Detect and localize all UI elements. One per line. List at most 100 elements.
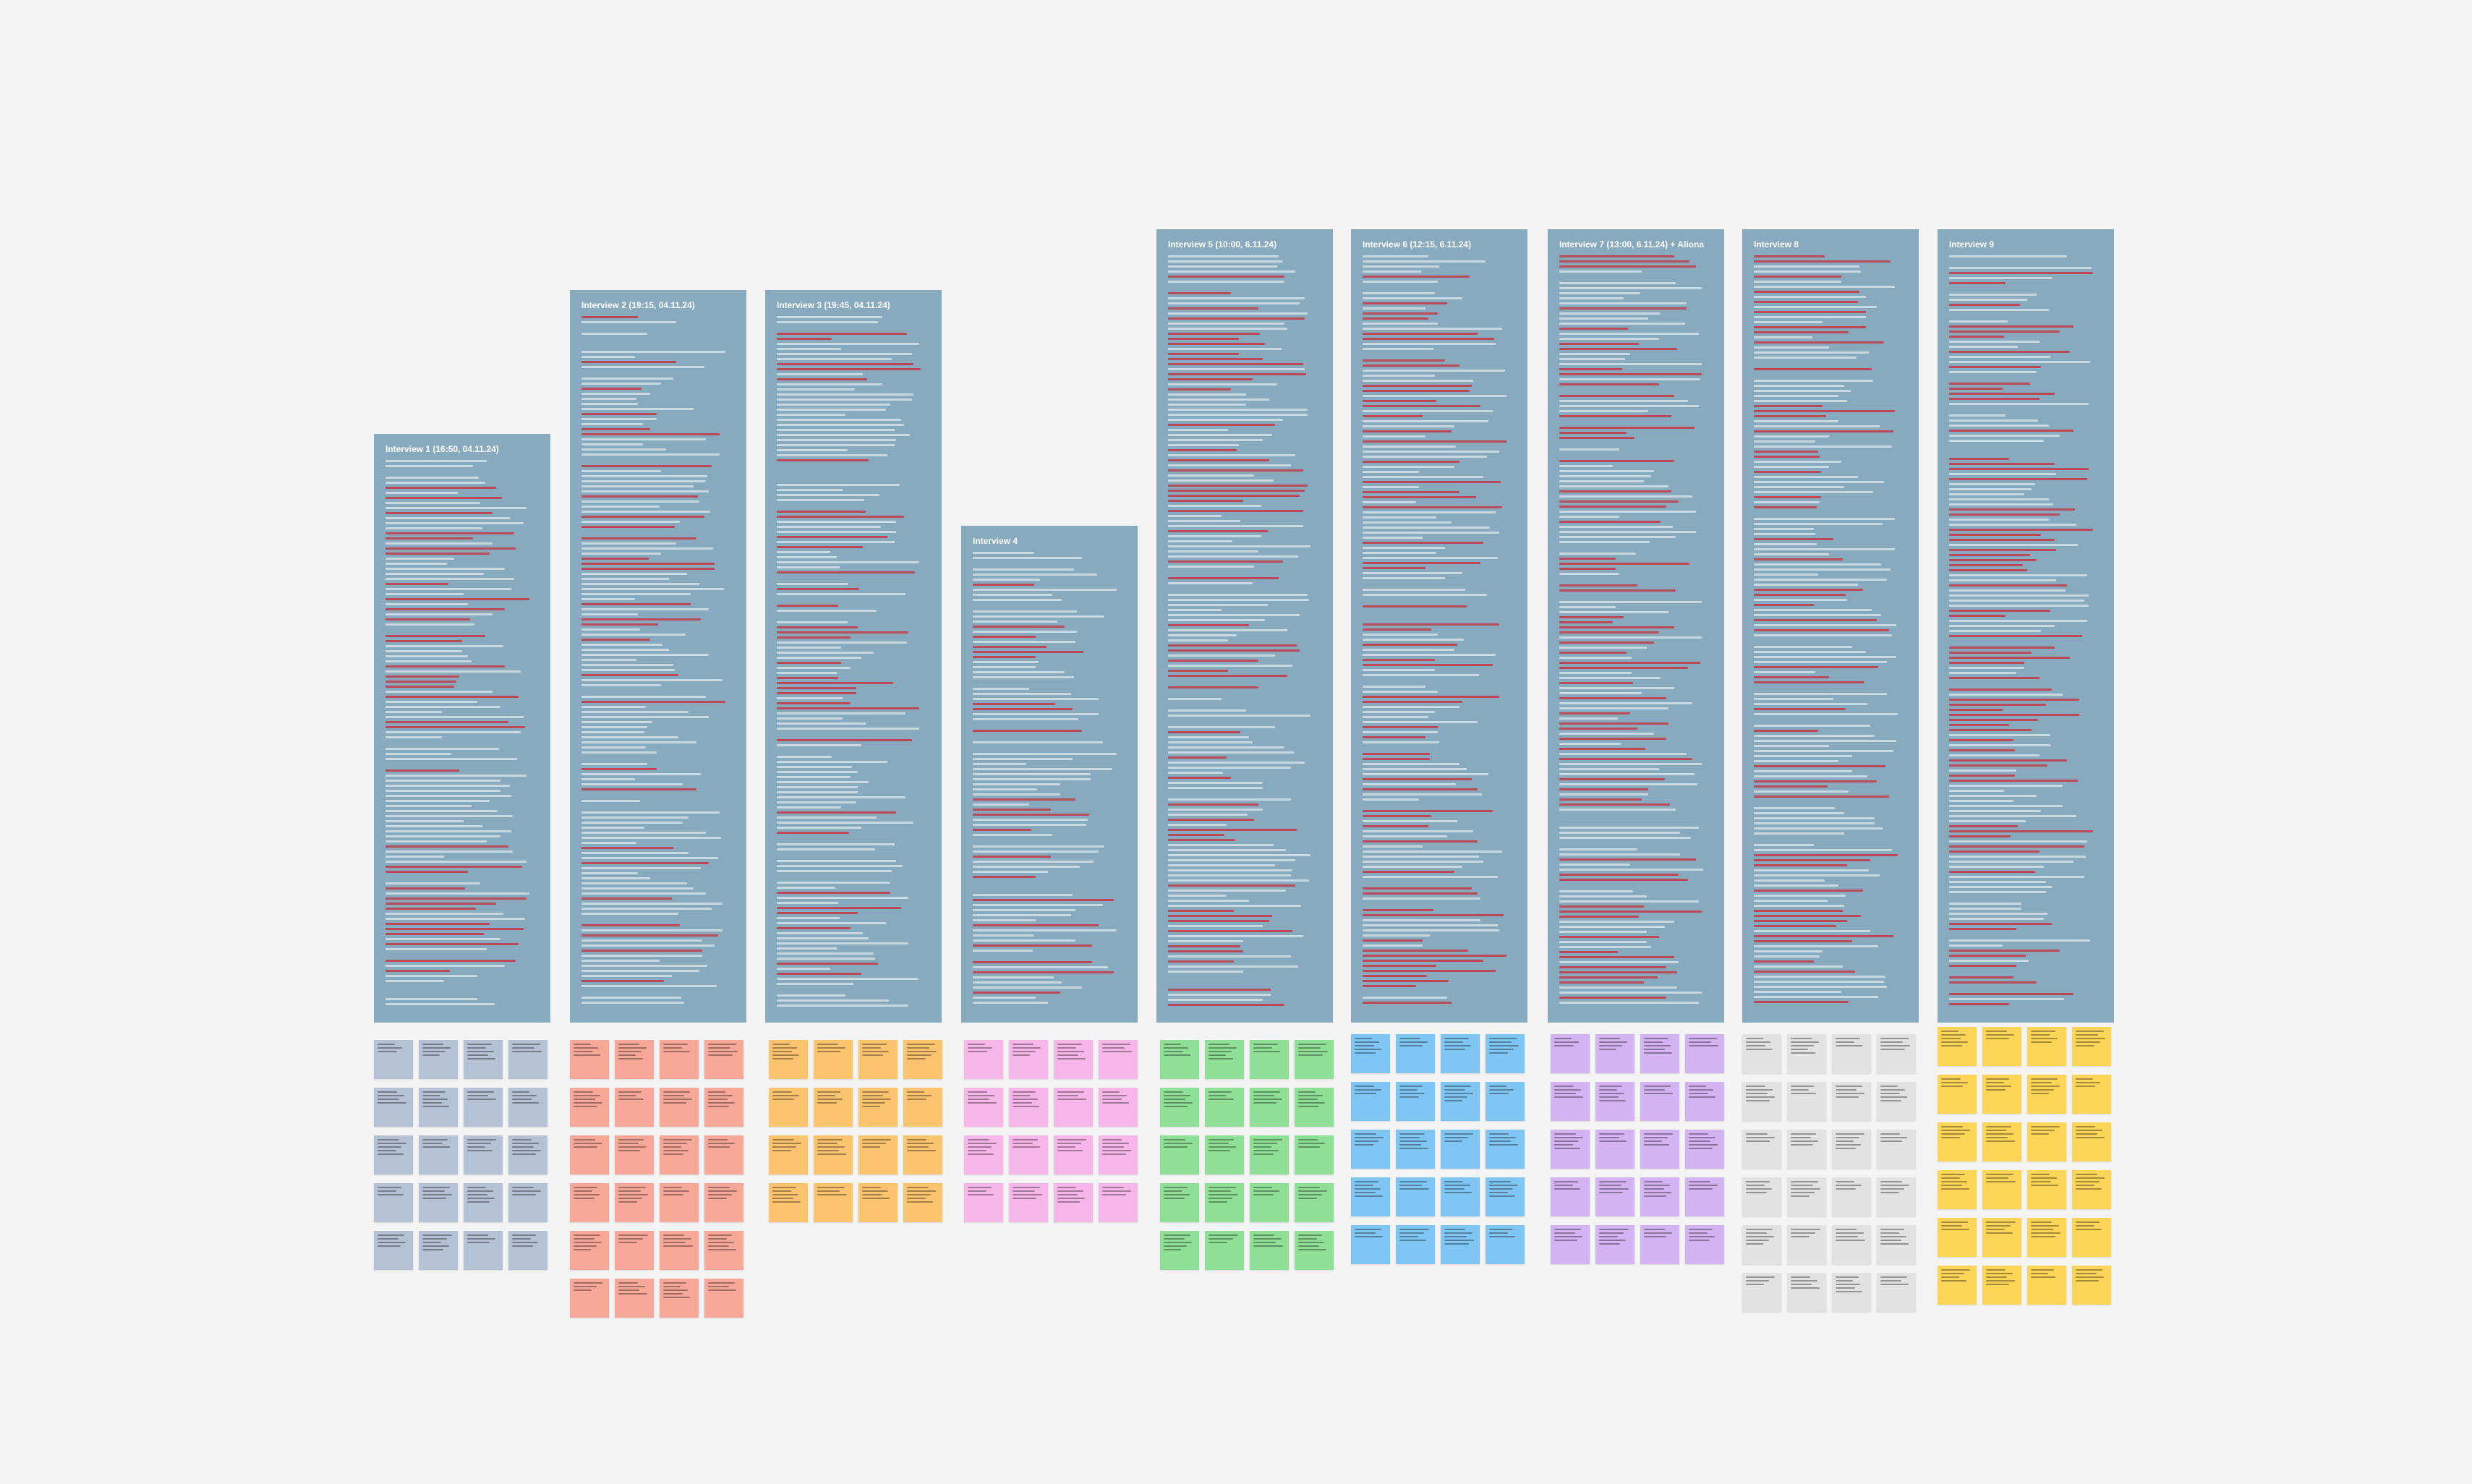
sticky-note[interactable]: [615, 1040, 654, 1079]
sticky-note[interactable]: [1742, 1273, 1781, 1312]
sticky-note[interactable]: [374, 1088, 413, 1127]
interview-card-2[interactable]: Interview 2 (19:15, 04.11.24): [570, 290, 746, 1023]
sticky-note[interactable]: [903, 1135, 942, 1174]
sticky-note[interactable]: [1099, 1088, 1138, 1127]
sticky-note[interactable]: [1551, 1177, 1590, 1216]
sticky-note[interactable]: [660, 1231, 699, 1270]
sticky-note[interactable]: [2027, 1218, 2066, 1257]
sticky-note[interactable]: [704, 1135, 743, 1174]
sticky-note[interactable]: [464, 1183, 503, 1222]
sticky-note[interactable]: [1486, 1177, 1525, 1216]
sticky-note[interactable]: [1787, 1225, 1826, 1264]
interview-card-3[interactable]: Interview 3 (19:45, 04.11.24): [765, 290, 942, 1023]
sticky-note[interactable]: [814, 1135, 853, 1174]
sticky-note[interactable]: [1009, 1088, 1048, 1127]
sticky-note[interactable]: [1938, 1266, 1977, 1305]
sticky-note[interactable]: [1205, 1040, 1244, 1079]
sticky-note[interactable]: [1787, 1130, 1826, 1169]
sticky-note[interactable]: [1551, 1082, 1590, 1121]
sticky-note[interactable]: [570, 1183, 609, 1222]
sticky-note[interactable]: [1685, 1034, 1724, 1073]
sticky-note[interactable]: [1099, 1135, 1138, 1174]
sticky-note[interactable]: [464, 1040, 503, 1079]
sticky-note[interactable]: [704, 1183, 743, 1222]
sticky-note[interactable]: [1787, 1177, 1826, 1216]
sticky-note[interactable]: [1295, 1231, 1334, 1270]
sticky-note[interactable]: [374, 1183, 413, 1222]
sticky-note[interactable]: [704, 1231, 743, 1270]
interview-card-9[interactable]: Interview 9: [1938, 229, 2114, 1023]
sticky-note[interactable]: [1351, 1177, 1390, 1216]
sticky-note[interactable]: [1742, 1177, 1781, 1216]
sticky-note[interactable]: [1295, 1040, 1334, 1079]
sticky-note[interactable]: [2027, 1075, 2066, 1114]
sticky-note[interactable]: [1832, 1273, 1871, 1312]
sticky-note[interactable]: [814, 1088, 853, 1127]
sticky-note[interactable]: [374, 1135, 413, 1174]
sticky-note[interactable]: [1396, 1034, 1435, 1073]
sticky-note[interactable]: [2072, 1027, 2111, 1066]
sticky-note[interactable]: [964, 1183, 1003, 1222]
sticky-note[interactable]: [1877, 1273, 1916, 1312]
sticky-note[interactable]: [1595, 1082, 1634, 1121]
sticky-note[interactable]: [570, 1040, 609, 1079]
sticky-note[interactable]: [2072, 1218, 2111, 1257]
sticky-note[interactable]: [1640, 1225, 1679, 1264]
sticky-note[interactable]: [903, 1040, 942, 1079]
sticky-note[interactable]: [2072, 1122, 2111, 1161]
sticky-note[interactable]: [1787, 1034, 1826, 1073]
sticky-note[interactable]: [1160, 1231, 1199, 1270]
sticky-note[interactable]: [1486, 1130, 1525, 1169]
sticky-note[interactable]: [1938, 1170, 1977, 1209]
sticky-note[interactable]: [1160, 1088, 1199, 1127]
sticky-note[interactable]: [1441, 1130, 1480, 1169]
sticky-note[interactable]: [1351, 1130, 1390, 1169]
sticky-note[interactable]: [1396, 1130, 1435, 1169]
sticky-note[interactable]: [704, 1088, 743, 1127]
sticky-note[interactable]: [1640, 1130, 1679, 1169]
sticky-note[interactable]: [769, 1183, 808, 1222]
sticky-note[interactable]: [570, 1088, 609, 1127]
sticky-note[interactable]: [1595, 1177, 1634, 1216]
sticky-note[interactable]: [570, 1135, 609, 1174]
sticky-note[interactable]: [660, 1088, 699, 1127]
sticky-note[interactable]: [1551, 1130, 1590, 1169]
sticky-note[interactable]: [1832, 1034, 1871, 1073]
sticky-note[interactable]: [1742, 1034, 1781, 1073]
sticky-note[interactable]: [1982, 1027, 2021, 1066]
sticky-note[interactable]: [1099, 1040, 1138, 1079]
sticky-note[interactable]: [660, 1135, 699, 1174]
sticky-note[interactable]: [1486, 1034, 1525, 1073]
sticky-note[interactable]: [1486, 1225, 1525, 1264]
sticky-note[interactable]: [704, 1279, 743, 1318]
sticky-note[interactable]: [464, 1231, 503, 1270]
sticky-note[interactable]: [1938, 1122, 1977, 1161]
interview-card-4[interactable]: Interview 4: [961, 526, 1138, 1023]
sticky-note[interactable]: [1685, 1082, 1724, 1121]
sticky-note[interactable]: [1160, 1135, 1199, 1174]
sticky-note[interactable]: [660, 1040, 699, 1079]
sticky-note[interactable]: [419, 1135, 458, 1174]
sticky-note[interactable]: [1250, 1088, 1289, 1127]
sticky-note[interactable]: [1250, 1231, 1289, 1270]
sticky-note[interactable]: [1396, 1225, 1435, 1264]
sticky-note[interactable]: [858, 1088, 898, 1127]
sticky-note[interactable]: [769, 1088, 808, 1127]
sticky-note[interactable]: [903, 1183, 942, 1222]
sticky-note[interactable]: [508, 1088, 547, 1127]
sticky-note[interactable]: [660, 1183, 699, 1222]
sticky-note[interactable]: [1054, 1183, 1093, 1222]
sticky-note[interactable]: [1160, 1040, 1199, 1079]
sticky-note[interactable]: [964, 1040, 1003, 1079]
interview-card-1[interactable]: Interview 1 (16:50, 04.11.24): [374, 434, 550, 1023]
sticky-note[interactable]: [1551, 1034, 1590, 1073]
sticky-note[interactable]: [1982, 1170, 2021, 1209]
sticky-note[interactable]: [858, 1183, 898, 1222]
sticky-note[interactable]: [615, 1088, 654, 1127]
sticky-note[interactable]: [858, 1040, 898, 1079]
sticky-note[interactable]: [1877, 1034, 1916, 1073]
sticky-note[interactable]: [1832, 1130, 1871, 1169]
sticky-note[interactable]: [1982, 1266, 2021, 1305]
sticky-note[interactable]: [1877, 1225, 1916, 1264]
sticky-note[interactable]: [508, 1040, 547, 1079]
